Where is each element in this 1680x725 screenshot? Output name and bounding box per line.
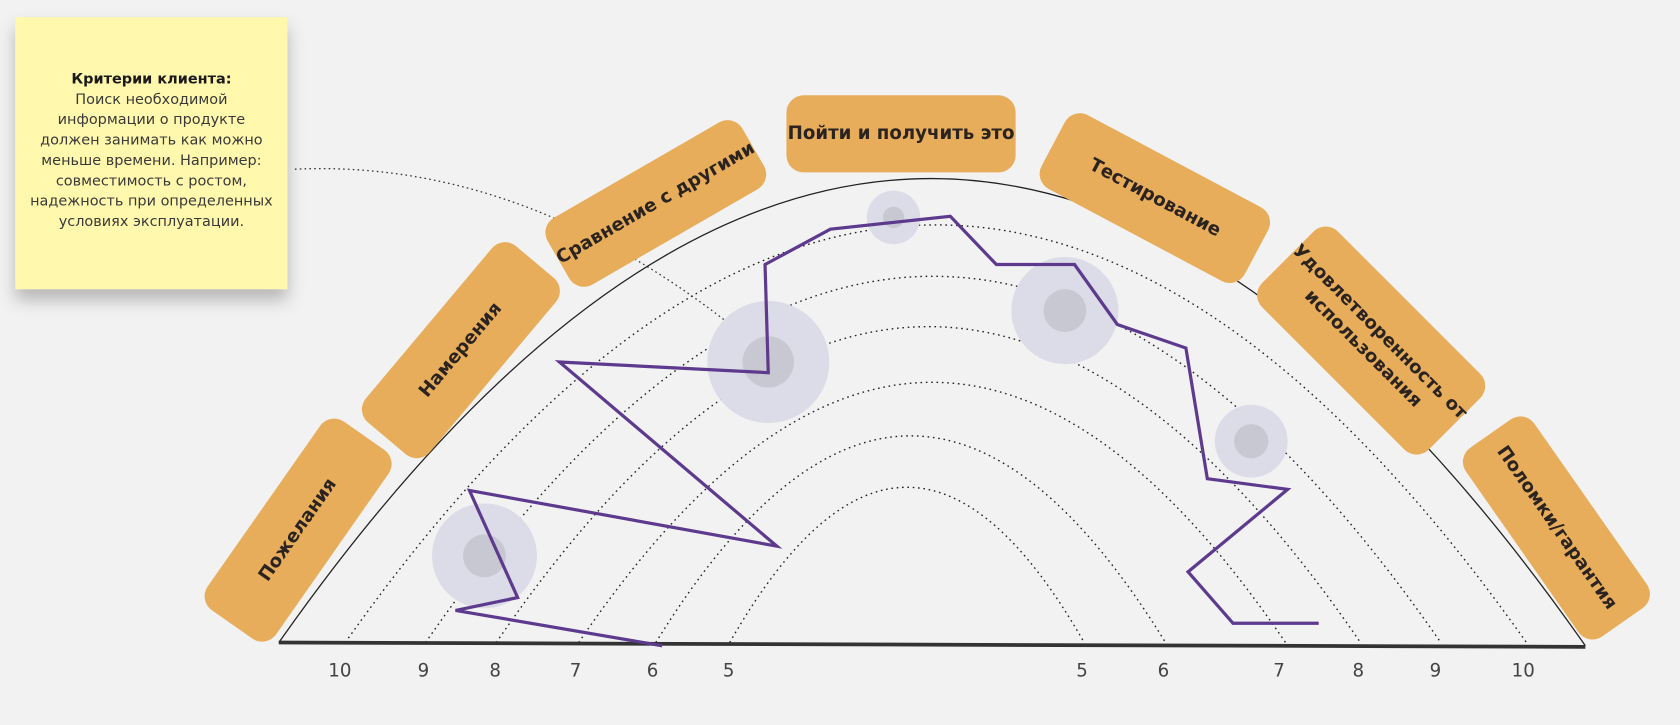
scale-label: 9 — [1430, 660, 1442, 681]
stage-box — [1039, 113, 1271, 284]
note-line: должен занимать как можно — [40, 133, 263, 149]
note-title: Критерии клиента: — [71, 72, 231, 88]
dotted-arcs — [344, 224, 1528, 643]
scale-label: 7 — [570, 660, 582, 681]
note-line: информации о продукте — [58, 112, 246, 128]
stage: Пойти и получить это — [786, 95, 1016, 173]
scale-label: 10 — [1512, 660, 1535, 681]
dotted-arc — [344, 224, 1528, 643]
dotted-arc — [729, 486, 1085, 643]
scale-label: 5 — [1076, 660, 1088, 681]
note-line: Поиск необходимой — [75, 92, 227, 108]
scale-label: 6 — [1158, 660, 1170, 681]
stage-label: Пойти и получить это — [788, 123, 1015, 144]
baseline — [278, 640, 1586, 649]
note-line: условиях эксплуатации. — [59, 214, 244, 230]
scale-label: 10 — [328, 660, 351, 681]
note-line: меньше времени. Например: — [41, 153, 261, 169]
journey-line — [455, 214, 1319, 648]
note-line: надежность при определенных — [30, 194, 273, 210]
dotted-arc — [655, 435, 1167, 643]
note-line: совместимость с ростом, — [56, 173, 247, 189]
stage-box — [361, 242, 560, 459]
emotion-circles — [431, 190, 1288, 609]
scale-label: 5 — [723, 660, 735, 681]
dotted-arc — [578, 381, 1287, 643]
stage-box — [204, 418, 392, 642]
connector — [294, 167, 772, 360]
sticky-note: Критерии клиента: Поиск необходимой информ… — [15, 17, 288, 290]
scale-label: 6 — [647, 660, 659, 681]
scale-label: 8 — [489, 660, 501, 681]
scale: 10 9 8 7 6 5 5 6 7 8 9 10 — [328, 660, 1535, 681]
stage-box — [786, 95, 1016, 173]
scale-label: 7 — [1273, 660, 1285, 681]
stage-box — [545, 120, 767, 287]
note-content: Критерии клиента: Поиск необходимой информ… — [30, 72, 273, 230]
scale-label: 9 — [418, 660, 430, 681]
dotted-arc — [495, 326, 1362, 643]
note-paper — [15, 17, 288, 290]
stage-box — [1257, 226, 1486, 455]
stage-box — [1462, 416, 1650, 640]
scale-label: 8 — [1353, 660, 1365, 681]
dotted-arc — [424, 275, 1442, 643]
